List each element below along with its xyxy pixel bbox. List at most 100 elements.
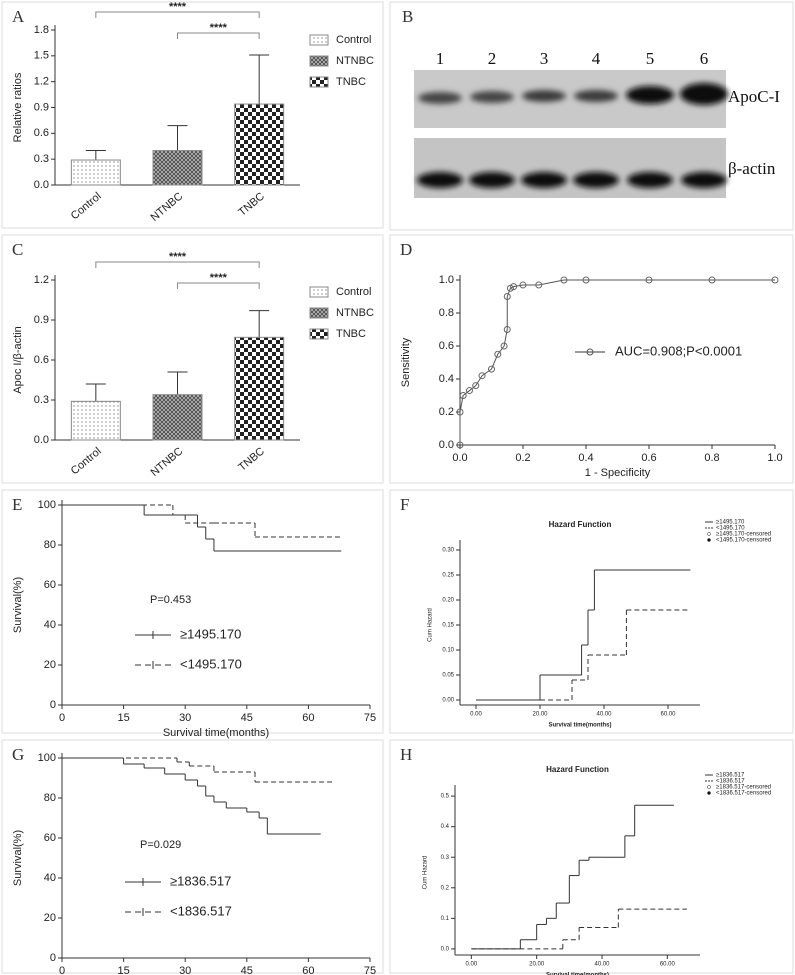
legend-marker xyxy=(586,348,594,356)
y-tick-label: 0.4 xyxy=(441,824,450,830)
bar xyxy=(234,103,285,186)
legend-label: ≥1836.517-censored xyxy=(716,785,771,791)
y-tick-label: 1.0 xyxy=(439,274,454,286)
y-tick-label: 0.5 xyxy=(441,794,450,800)
x-tick-label: 0.00 xyxy=(465,962,477,968)
y-tick-label: 0.0 xyxy=(439,439,454,451)
x-tick-label: 30 xyxy=(179,965,191,975)
x-tick-label: 0.00 xyxy=(470,712,482,718)
panel-letter: B xyxy=(402,7,413,26)
y-tick-label: 0.9 xyxy=(34,101,49,113)
lane-label: 4 xyxy=(592,49,601,68)
x-tick-label: 45 xyxy=(241,712,253,724)
band xyxy=(521,172,567,188)
legend-marker xyxy=(707,791,711,795)
y-tick-label: 0.4 xyxy=(439,373,454,385)
roc-point xyxy=(519,281,527,289)
blot-strip xyxy=(414,70,726,128)
panel-letter: C xyxy=(12,240,23,259)
y-tick-label: 0.1 xyxy=(441,916,450,922)
x-tick-label: 0.8 xyxy=(704,452,719,464)
x-tick-label: 45 xyxy=(241,965,253,975)
band xyxy=(680,83,728,105)
roc-point xyxy=(560,276,568,284)
y-tick-label: 40 xyxy=(44,872,56,884)
lane-label: 5 xyxy=(646,49,655,68)
y-tick-label: 0.6 xyxy=(34,127,49,139)
y-tick-label: 0 xyxy=(50,952,56,964)
legend-label: ≥1836.517 xyxy=(716,773,745,779)
panel-border xyxy=(1,234,384,484)
roc-point xyxy=(465,387,473,395)
legend-marker xyxy=(707,532,711,536)
panel-border xyxy=(389,739,794,974)
roc-point xyxy=(582,276,590,284)
legend-swatch xyxy=(309,286,329,298)
y-tick-label: 100 xyxy=(38,499,56,511)
x-axis-label: Survival time(months) xyxy=(546,973,609,975)
y-tick-label: 1.8 xyxy=(34,24,49,36)
x-tick-label: 75 xyxy=(364,712,376,724)
significance-label: **** xyxy=(169,251,187,263)
y-tick-label: 80 xyxy=(44,539,56,551)
roc-point xyxy=(510,283,518,291)
blot-panel: B 1 2 3 4 5 6 ApoC-I β-actin xyxy=(389,1,794,231)
panel-letter: E xyxy=(12,495,22,514)
roc-point xyxy=(488,365,495,373)
x-tick-label: NTNBC xyxy=(149,445,186,479)
y-tick-label: 0.2 xyxy=(439,406,454,418)
x-tick-label: 60 xyxy=(302,712,314,724)
y-axis-label: Survival(%) xyxy=(12,577,24,633)
bar xyxy=(70,159,121,186)
x-tick-label: Control xyxy=(69,445,104,477)
y-tick-label: 0.6 xyxy=(34,354,49,366)
band xyxy=(626,86,674,104)
annotation: P=0.453 xyxy=(150,594,191,606)
legend-label: <1836.517 xyxy=(716,779,745,785)
blot-strip xyxy=(414,138,726,198)
legend-label: Control xyxy=(336,34,371,46)
band xyxy=(681,172,727,188)
y-tick-label: 0.3 xyxy=(34,394,49,406)
panel-letter: D xyxy=(400,240,412,259)
y-tick-label: 1.2 xyxy=(34,274,49,286)
significance-bracket xyxy=(95,11,260,18)
y-tick-label: 60 xyxy=(44,579,56,591)
legend-swatch xyxy=(309,307,329,319)
roc-point xyxy=(456,441,464,449)
x-tick-label: NTNBC xyxy=(149,190,186,224)
significance-bracket xyxy=(177,32,260,39)
legend-label: AUC=0.908;P<0.0001 xyxy=(615,343,742,358)
y-axis-label: Cum Hazard xyxy=(428,608,434,642)
y-tick-label: 0.2 xyxy=(441,885,450,891)
x-tick-label: 20.00 xyxy=(529,962,545,968)
x-tick-label: 75 xyxy=(364,965,376,975)
roc-point xyxy=(456,408,464,416)
significance-label: **** xyxy=(210,272,228,284)
band xyxy=(627,172,673,188)
x-tick-label: 40.00 xyxy=(596,712,612,718)
lane-label: 1 xyxy=(436,49,445,68)
legend-label: ≥1495.170 xyxy=(716,520,745,526)
roc-line xyxy=(459,279,775,445)
x-tick-label: 0 xyxy=(59,712,65,724)
chart-title: Hazard Function xyxy=(546,765,609,774)
x-tick-label: TNBC xyxy=(236,190,267,218)
band xyxy=(573,172,619,188)
legend-label: <1836.517 xyxy=(170,903,232,918)
panel-letter: H xyxy=(400,745,412,764)
legend-marker xyxy=(707,538,711,542)
y-axis-label: Sensitivity xyxy=(400,337,412,387)
significance-label: **** xyxy=(169,1,187,13)
y-tick-label: 0.3 xyxy=(441,855,450,861)
significance-bracket xyxy=(95,261,260,268)
legend-label: <1495.170 xyxy=(180,656,242,671)
x-tick-label: 30 xyxy=(179,712,191,724)
x-tick-label: Control xyxy=(69,190,104,222)
panel-letter: A xyxy=(12,7,25,26)
y-tick-label: 20 xyxy=(44,912,56,924)
y-tick-label: 0.6 xyxy=(439,340,454,352)
x-tick-label: 15 xyxy=(117,965,129,975)
roc-point xyxy=(459,392,467,399)
x-tick-label: 0.2 xyxy=(515,452,530,464)
